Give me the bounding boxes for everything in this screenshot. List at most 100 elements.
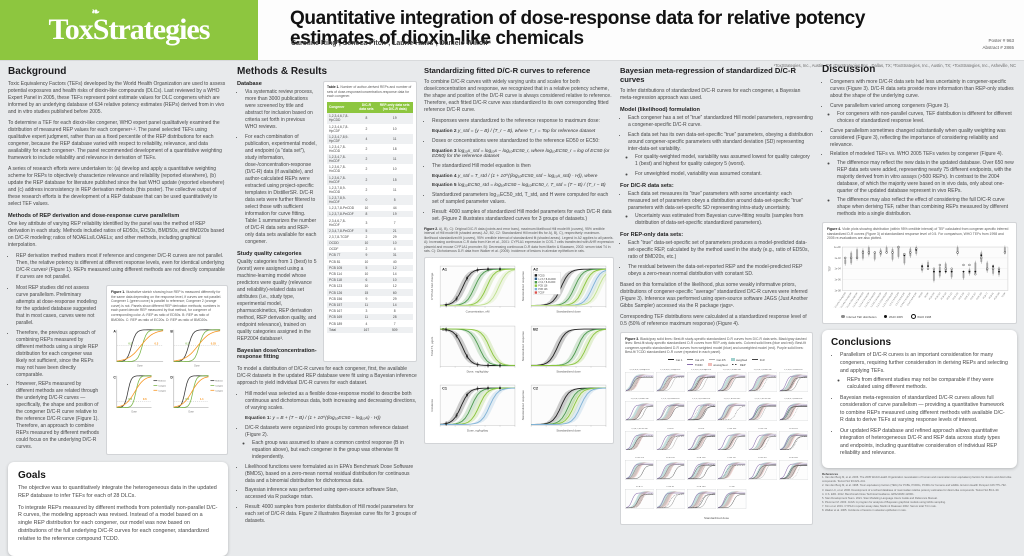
references-heading: References (822, 471, 839, 476)
svg-text:PCB 81: PCB 81 (989, 292, 995, 300)
facet-label: 1,2,3,7,8-PeCDF (754, 398, 771, 401)
facet-plot (655, 459, 685, 480)
figure2-panels: A1 Concentration, nM CYP1A1 fold change A2 T… (429, 262, 609, 439)
background-p2: To determine a TEF for each dioxin-like … (8, 120, 222, 161)
legend-item: weighted (730, 358, 747, 362)
table-row: 1,2,3,4,6,7,8-HpCDD 8 19 (327, 113, 413, 124)
facet-label: 1,2,3,4,6,7,8-HpCDF (660, 368, 681, 371)
figure3-facet: 1,2,3,7,8,9-HxCDF (686, 398, 716, 426)
table-cell: 11 (376, 154, 413, 165)
table1-body: 1,2,3,4,6,7,8-HpCDD 8 19 1,2,3,4,6,7,8-HpCD… (327, 113, 413, 333)
table-cell: 509 (376, 326, 413, 333)
background-p1: Toxic Equivalency Factors (TEFs) develop… (8, 81, 226, 115)
facet-label: OCDD (667, 427, 674, 430)
svg-text:PCB 114: PCB 114 (935, 292, 942, 301)
svg-text:Dose: Dose (194, 366, 200, 368)
affiliations: ¹ToxStrategies, Inc., Austin, TX; ²ToxSt… (773, 63, 1016, 68)
poster-header: ToxStrategies ❧ Quantitative integration … (0, 0, 1024, 61)
figure3-caption: Figure 3. Black/gray solid lines: Best-f… (625, 336, 807, 355)
table-cell: 31 (376, 252, 413, 259)
conclusions-card: Conclusions Parallelism of D/C-R curves … (822, 330, 1017, 468)
sub-bullet-list: For congeners with non-parallel curves, … (830, 111, 1017, 125)
model-bullet-list: Each congener has a set of “true” standa… (620, 115, 813, 178)
conclusions-heading: Conclusions (831, 337, 892, 349)
svg-text:1,2,3,7,8-PeCDD: 1,2,3,7,8-PeCDD (889, 292, 900, 307)
column-standardizing: Standardizing fitted D/C-R curves to ref… (424, 66, 614, 444)
legend-swatch (668, 359, 675, 361)
figure3-facet: 1,2,3,7,8-PeCDF (748, 398, 778, 426)
table-row: 1,2,3,4,7,8-HxCDF 2 11 (327, 154, 413, 165)
bullet-item: Result: 4000 samples of standardized Hil… (432, 209, 614, 223)
legend-item: WHO 2005 (884, 314, 903, 319)
facet-label: 1,2,3,4,7,8-HxCDF (753, 368, 772, 371)
svg-text:1e-06: 1e-06 (835, 278, 842, 281)
svg-text:A1: A1 (442, 268, 448, 272)
svg-text:0.5: 0.5 (185, 397, 189, 401)
figure3-facet: 1,2,3,4,6,7,8-HpCDF (655, 368, 685, 397)
legend-label: D-R (759, 357, 765, 362)
table-cell: PCB 81 (329, 259, 341, 264)
svg-text:Dose: Dose (131, 411, 137, 413)
dcr-bullet-list: Each data set measures its “true” parame… (620, 191, 813, 228)
figure4-legend: Inferred TEF distribution WHO 2005 WHO 199… (827, 314, 1012, 320)
facet-plot (686, 430, 716, 451)
svg-text:A2: A2 (533, 268, 538, 272)
rep-bullet-list: Each “true” data-set-specific set of par… (620, 240, 813, 278)
bullet-item: Each “true” data-set-specific set of par… (628, 240, 813, 261)
table-cell: 4 (365, 321, 368, 326)
sub-bullet-item: For unweighted model, variability was as… (635, 171, 813, 178)
legend-item: Cat 1 (668, 358, 682, 362)
figure2-panel-C1: C1 Dose, ng/kg/day Incidence (429, 381, 518, 439)
legend-label: WHO 2005 (888, 314, 903, 319)
bullet-item: For each combination of publication, exp… (245, 134, 317, 246)
svg-text:1,2,3,7,8-PeCDF: 1,2,3,7,8-PeCDF (895, 292, 906, 307)
svg-text:TEF: TEF (828, 266, 832, 272)
legend-swatch (841, 315, 845, 319)
figure3-facet: PCB 77 (625, 486, 655, 514)
legend-item: Inferred TEF distribution (841, 315, 876, 319)
bullet-item: Our updated REP database and refined app… (840, 428, 1008, 458)
svg-text:Congener 2: Congener 2 (158, 390, 166, 392)
facet-label: PCB 81 (666, 486, 675, 489)
facet-plot (748, 371, 778, 392)
table1-head: Congener D/C-R data sets REP-only data s… (327, 101, 413, 114)
svg-text:0.5: 0.5 (128, 342, 132, 346)
sub-bullet-item: Uncertainty was estimated from Bayesian … (635, 213, 813, 227)
svg-text:PCB 189: PCB 189 (994, 292, 1001, 301)
table-row: 1,2,3,4,7,8-HxCDD 2 18 (327, 144, 413, 154)
conclusions-bullet-list: Parallelism of D/C-R curves is an import… (831, 352, 1008, 457)
svg-text:OCDD: OCDD (919, 292, 924, 299)
table-row: 1,2,3,4,6,7,8-HpCDF 2 10 (327, 124, 413, 134)
table-cell: PCB 157 (327, 301, 357, 309)
facet-label: OCDF (698, 427, 705, 430)
table-cell: 12 (392, 284, 397, 289)
legend-swatch (687, 359, 694, 361)
bullet-item: Most REP studies did not assess curve pa… (16, 285, 100, 327)
table-row: PCB 77 9 31 (327, 252, 413, 259)
discussion-heading: Discussion (822, 64, 876, 75)
svg-text:B2: B2 (533, 327, 538, 331)
table-cell: 1,2,3,4,7,8-HxCDF (327, 154, 357, 165)
abstract-number: Abstract # 2865 (982, 44, 1014, 50)
references-block: References 1. Van den Berg M, et al. 200… (822, 472, 1017, 513)
facet-plot (625, 459, 655, 480)
legend-label: TCDD (694, 362, 703, 367)
facet-label: 1,2,3,4,6,7,8-HpCDD (629, 368, 650, 371)
table1-col-congener: Congener (327, 101, 357, 114)
svg-text:Congener 1: Congener 1 (158, 385, 166, 387)
figure3-facet: 1,2,3,6,7,8-HxCDF (625, 398, 655, 426)
background-p3: A series of research efforts were undert… (8, 166, 225, 207)
facet-label: 1,2,3,6,7,8-HxCDD (784, 368, 803, 371)
figure3-legend-row2: TCDD unweighted REP (625, 363, 808, 367)
figure2-caption: Figure 2. A), B), C): Original D/C-R dat… (424, 226, 614, 254)
svg-text:Reference: Reference (215, 380, 223, 382)
table-cell: 29 (392, 296, 397, 301)
bullet-item: Doses or concentrations were standardize… (432, 138, 614, 145)
table-cell: 21 (376, 227, 413, 234)
bullet-item: Via systematic review process, more than… (245, 89, 317, 131)
table-cell: OCDF (329, 247, 339, 252)
table-row: OCDF 2 4 (327, 246, 413, 252)
bullet-item: Relation of modeled TEFs vs. WHO 2005 TE… (830, 151, 1017, 218)
table-cell: 1,2,3,7,8-PeCDD (329, 206, 355, 211)
meta-closing2: Corresponding TEF distributions were cal… (620, 313, 807, 327)
